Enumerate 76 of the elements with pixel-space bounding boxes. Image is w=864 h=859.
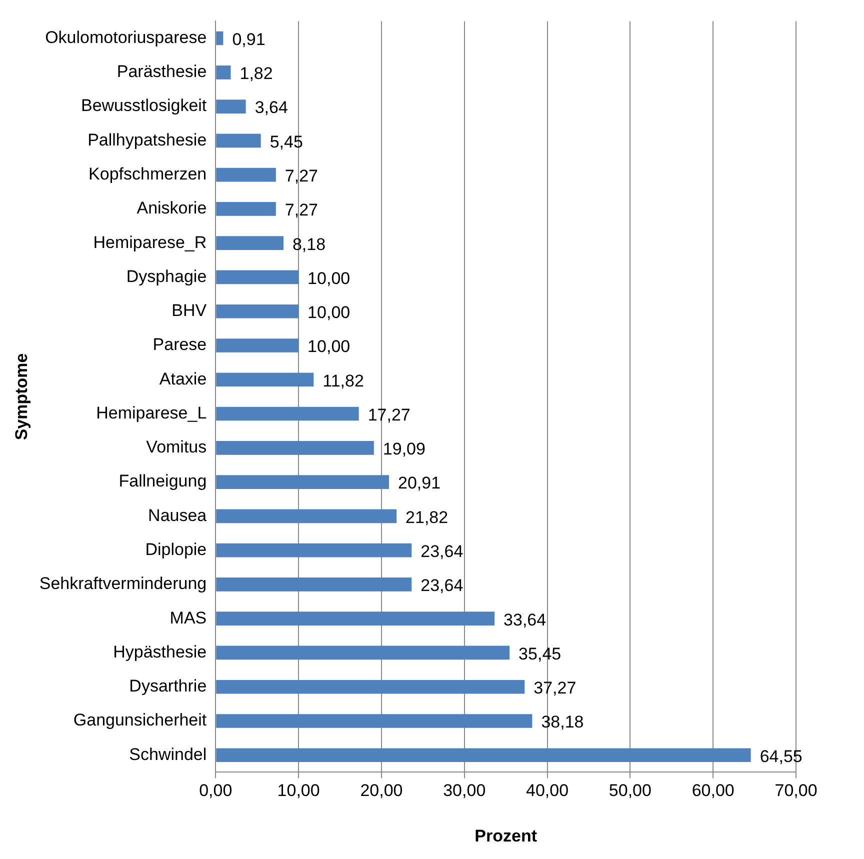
y-tick-label: Parese	[152, 335, 207, 354]
bar	[216, 543, 412, 558]
y-tick-label: Schwindel	[129, 744, 207, 764]
data-label: 1,82	[240, 64, 273, 84]
bar	[216, 65, 231, 80]
y-tick-label: Hemiparese_R	[93, 232, 207, 252]
bar	[216, 372, 314, 387]
x-tick-label: 10,00	[277, 781, 320, 800]
data-label: 5,45	[270, 132, 303, 152]
y-tick-label: Aniskorie	[136, 198, 207, 218]
y-tick-label: Dysarthrie	[129, 676, 207, 696]
x-tick-label: 60,00	[692, 781, 734, 800]
data-label: 0,91	[232, 30, 266, 49]
bar	[216, 134, 261, 148]
data-label: 10,00	[308, 268, 350, 288]
y-tick-label: Parästhesie	[116, 62, 207, 82]
data-label: 35,45	[518, 644, 562, 664]
data-label: 64,55	[760, 746, 802, 766]
bar	[216, 680, 525, 694]
bar	[216, 406, 359, 421]
bar	[216, 748, 751, 762]
data-label: 7,27	[284, 200, 318, 220]
data-label: 17,27	[368, 405, 410, 424]
data-label: 21,82	[406, 508, 448, 527]
y-tick-label: Ataxie	[159, 369, 207, 388]
bar	[216, 100, 246, 114]
x-tick-label: 40,00	[526, 781, 569, 800]
y-tick-label: Kopfschmerzen	[88, 164, 207, 184]
data-label: 7,27	[284, 166, 318, 186]
y-axis-title: Symptome	[12, 353, 31, 440]
x-tick-label: 0,00	[199, 781, 232, 800]
x-tick-label: 20,00	[360, 781, 403, 800]
bar	[216, 270, 299, 284]
y-tick-label: MAS	[170, 608, 207, 628]
bar	[216, 338, 299, 352]
y-tick-label: Sehkraftverminderung	[39, 574, 207, 594]
y-tick-label: BHV	[172, 301, 208, 320]
x-axis-title: Prozent	[474, 826, 538, 846]
data-label: 20,91	[398, 474, 441, 493]
data-label: 37,27	[534, 678, 576, 698]
bar	[216, 475, 390, 489]
data-label: 38,18	[541, 712, 584, 732]
y-tick-label: Diplopie	[145, 540, 207, 559]
bar	[216, 440, 374, 455]
y-tick-label: Fallneigung	[118, 472, 207, 491]
data-label: 19,09	[382, 440, 426, 459]
data-label: 10,00	[308, 337, 350, 356]
data-label: 3,64	[254, 98, 288, 118]
x-tick-label: 50,00	[608, 781, 652, 800]
y-tick-label: Gangunsicherheit	[73, 710, 207, 730]
bar	[216, 509, 397, 524]
bar	[216, 304, 299, 318]
bar	[216, 646, 510, 660]
data-label: 33,64	[504, 610, 546, 630]
y-tick-label: Vomitus	[146, 438, 207, 457]
data-label: 11,82	[322, 371, 364, 390]
y-tick-label: Hypästhesie	[113, 642, 207, 662]
y-tick-label: Dysphagie	[126, 266, 207, 286]
y-tick-label: Nausea	[148, 506, 208, 525]
x-tick-label: 30,00	[443, 781, 486, 800]
bar	[216, 714, 532, 728]
data-label: 23,64	[420, 576, 464, 596]
data-label: 8,18	[292, 234, 326, 254]
bar	[216, 168, 276, 182]
bar	[216, 612, 495, 626]
y-tick-label: Pallhypatshesie	[88, 130, 207, 150]
y-tick-label: Hemiparese_L	[96, 403, 207, 422]
x-tick-label: 70,00	[774, 781, 818, 800]
y-tick-label: Okulomotoriusparese	[45, 28, 207, 47]
bar	[216, 202, 276, 216]
bar	[216, 236, 284, 250]
y-tick-label: Bewusstlosigkeit	[80, 96, 207, 116]
data-label: 10,00	[308, 303, 350, 322]
bar	[216, 578, 412, 592]
bar	[216, 31, 224, 46]
data-label: 23,64	[420, 542, 464, 561]
